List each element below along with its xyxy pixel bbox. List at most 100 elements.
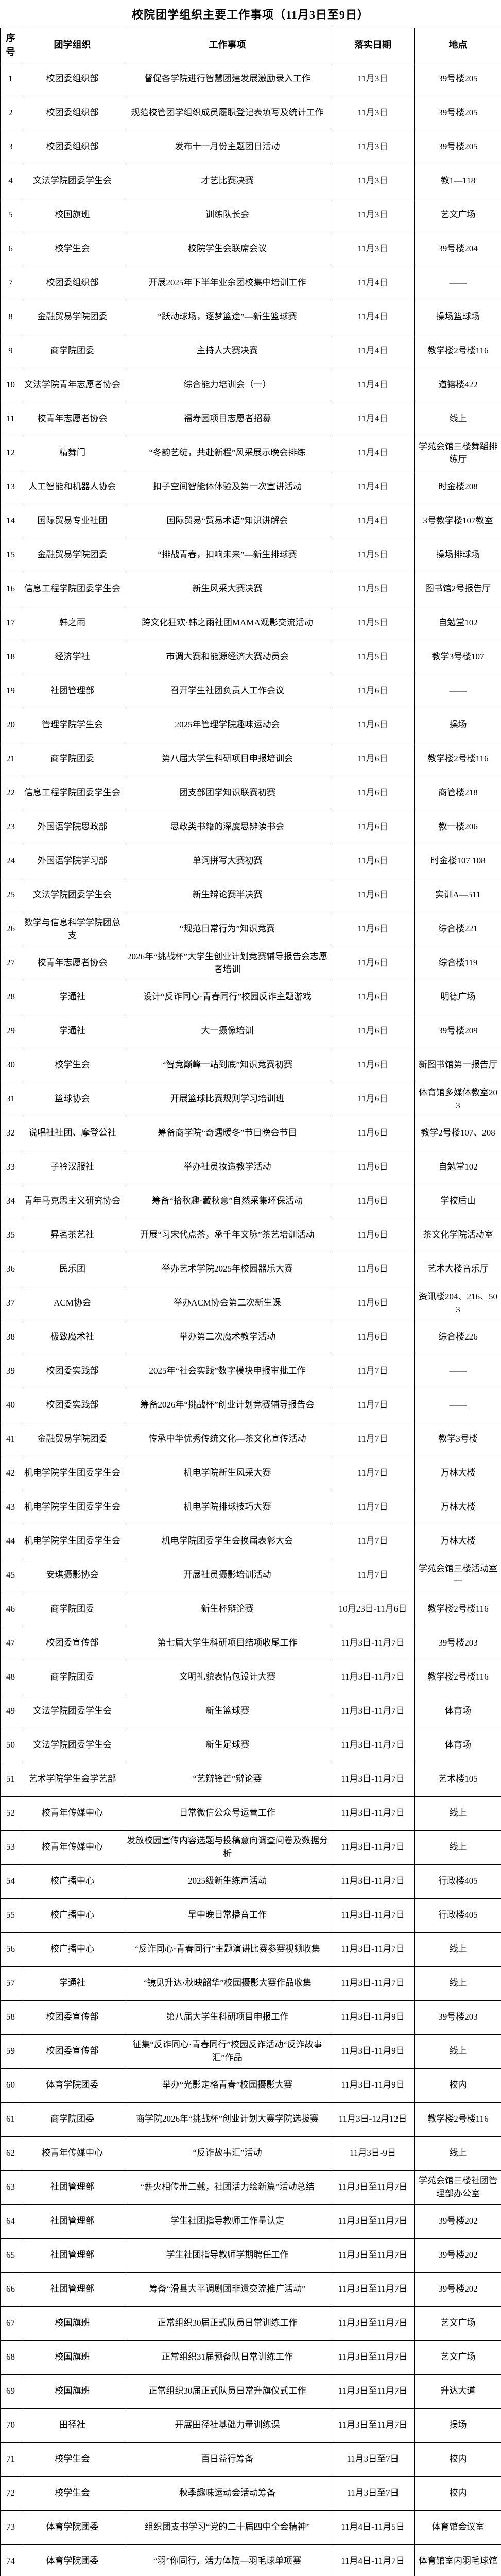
cell-date: 11月3日-11月7日 xyxy=(331,1660,415,1694)
cell-date: 11月4日 xyxy=(331,470,415,504)
table-row: 8 金融贸易学院团委 “跃动球场，逐梦篮途”—新生篮球赛 11月4日 操场篮球场 xyxy=(0,300,501,334)
cell-loc: 线上 xyxy=(414,1796,501,1831)
cell-loc: 体育馆会议室 xyxy=(414,2510,501,2545)
cell-date: 11月6日 xyxy=(331,1082,415,1116)
table-row: 21 商学院团委 第八届大学生科研项目申报培训会 11月6日 教学楼2号楼116 xyxy=(0,742,501,776)
cell-task: 2026年“挑战杯”大学生创业计划竞赛辅导报告会志愿者培训 xyxy=(124,946,331,980)
cell-task: 机电学院团委学生会换届表彰大会 xyxy=(124,1524,331,1558)
cell-no: 52 xyxy=(0,1796,21,1831)
cell-task: 思政类书籍的深度思辨读书会 xyxy=(124,810,331,844)
cell-no: 31 xyxy=(0,1082,21,1116)
cell-org: 艺术学院学生会学艺部 xyxy=(21,1762,124,1797)
cell-date: 11月6日 xyxy=(331,776,415,810)
cell-org: 商学院团委 xyxy=(21,334,124,368)
cell-no: 51 xyxy=(0,1762,21,1797)
cell-date: 11月4日 xyxy=(331,402,415,436)
cell-task: 开展社员摄影培训活动 xyxy=(124,1558,331,1592)
table-row: 54 校广播中心 2025级新生练声活动 11月3日-11月7日 行政楼405 xyxy=(0,1864,501,1899)
cell-no: 66 xyxy=(0,2272,21,2307)
cell-no: 5 xyxy=(0,198,21,232)
cell-loc: —— xyxy=(414,266,501,300)
cell-task: 机电学院新生风采大赛 xyxy=(124,1456,331,1490)
cell-task: 主持人大赛决赛 xyxy=(124,334,331,368)
cell-no: 56 xyxy=(0,1932,21,1967)
cell-no: 15 xyxy=(0,538,21,572)
table-row: 33 子衿汉服社 举办社员妆造教学活动 11月6日 自勉堂102 xyxy=(0,1150,501,1184)
cell-no: 23 xyxy=(0,810,21,844)
cell-loc: 体育场 xyxy=(414,1728,501,1762)
cell-loc: 39号楼204 xyxy=(414,232,501,266)
cell-loc: 艺术楼105 xyxy=(414,1762,501,1797)
cell-task: “镜见升达·秋映韶华”校园摄影大赛作品收集 xyxy=(124,1966,331,2001)
cell-loc: 39号楼202 xyxy=(414,2204,501,2239)
cell-no: 47 xyxy=(0,1626,21,1660)
cell-loc: 时金楼107 108 xyxy=(414,844,501,878)
cell-org: 校学生会 xyxy=(21,2476,124,2511)
cell-loc: 综合楼221 xyxy=(414,912,501,946)
table-row: 13 人工智能和机器人协会 扣子空间智能体体验及第一次宣讲活动 11月4日 时金楼208 xyxy=(0,470,501,504)
cell-task: 正常组织30届正式队员日常升旗仪式工作 xyxy=(124,2374,331,2409)
cell-date: 11月7日 xyxy=(331,1524,415,1558)
cell-no: 58 xyxy=(0,2000,21,2035)
cell-loc: 综合楼119 xyxy=(414,946,501,980)
cell-date: 11月4日 xyxy=(331,504,415,538)
table-row: 64 社团管理部 学生社团指导教师工作量认定 11月3日至11月7日 39号楼202 xyxy=(0,2204,501,2239)
cell-loc: 39号楼203 xyxy=(414,2000,501,2035)
cell-loc: 39号楼205 xyxy=(414,96,501,130)
cell-loc: 教学3号楼107 xyxy=(414,640,501,674)
cell-no: 49 xyxy=(0,1694,21,1728)
cell-org: 机电学院学生团委学生会 xyxy=(21,1456,124,1490)
cell-loc: 行政楼405 xyxy=(414,1864,501,1899)
table-row: 9 商学院团委 主持人大赛决赛 11月4日 教学楼2号楼116 xyxy=(0,334,501,368)
cell-loc: 教学楼2号楼116 xyxy=(414,1660,501,1694)
cell-no: 61 xyxy=(0,2102,21,2137)
cell-org: 校广播中心 xyxy=(21,1898,124,1933)
table-row: 51 艺术学院学生会学艺部 “艺辩锋芒”辩论赛 11月3日-11月7日 艺术楼105 xyxy=(0,1762,501,1797)
cell-no: 59 xyxy=(0,2034,21,2069)
cell-loc: 3号教学楼107教室 xyxy=(414,504,501,538)
cell-no: 69 xyxy=(0,2374,21,2409)
table-row: 73 体育学院团委 组织团支书学习“党的二十届四中全会精神” 11月4日-11月5日体… xyxy=(0,2510,501,2545)
cell-org: 体育学院团委 xyxy=(21,2068,124,2103)
table-row: 22 信息工程学院团委学生会 团支部团学知识联赛初赛 11月6日 商管楼218 xyxy=(0,776,501,810)
cell-loc: 综合楼226 xyxy=(414,1320,501,1354)
cell-org: 昇茗茶艺社 xyxy=(21,1218,124,1252)
cell-org: 子衿汉服社 xyxy=(21,1150,124,1184)
table-row: 34 青年马克思主义研究协会 筹备“拾秋趣·藏秋意”自然采集环保活动 11月6日 学校后… xyxy=(0,1184,501,1218)
cell-no: 46 xyxy=(0,1592,21,1626)
cell-task: 新生足球赛 xyxy=(124,1728,331,1762)
cell-loc: 教学楼2号楼116 xyxy=(414,2102,501,2137)
cell-date: 11月4日-11月5日 xyxy=(331,2510,415,2545)
cell-task: 学生社团指导教师学期聘任工作 xyxy=(124,2238,331,2273)
table-row: 65 社团管理部 学生社团指导教师学期聘任工作 11月3日至11月7日 39号楼202 xyxy=(0,2238,501,2273)
cell-date: 11月3日-11月7日 xyxy=(331,1626,415,1660)
cell-loc: 资讯楼204、216、503 xyxy=(414,1286,501,1320)
cell-no: 4 xyxy=(0,164,21,198)
cell-date: 11月4日 xyxy=(331,368,415,402)
cell-no: 43 xyxy=(0,1490,21,1524)
table-row: 61 商学院团委 商学院2026年“挑战杯”创业计划大赛学院选拔赛 11月3日-12月… xyxy=(0,2102,501,2137)
table-row: 23 外国语学院思政部 思政类书籍的深度思辨读书会 11月6日 教一楼206 xyxy=(0,810,501,844)
cell-date: 11月3日-11月7日 xyxy=(331,1898,415,1933)
header-cell-loc: 地点 xyxy=(414,28,501,62)
cell-org: 青年马克思主义研究协会 xyxy=(21,1184,124,1218)
cell-loc: —— xyxy=(414,1354,501,1388)
cell-org: 金融贸易学院团委 xyxy=(21,1422,124,1456)
cell-date: 11月3日-11月9日 xyxy=(331,2000,415,2035)
table-row: 25 文法学院团委学生会 新生辩论赛半决赛 11月6日 实训A—511 xyxy=(0,878,501,912)
cell-date: 11月6日 xyxy=(331,1150,415,1184)
cell-org: 文法学院青年志愿者协会 xyxy=(21,368,124,402)
cell-org: 文法学院团委学生会 xyxy=(21,1728,124,1762)
cell-no: 7 xyxy=(0,266,21,300)
cell-org: 校团委实践部 xyxy=(21,1354,124,1388)
cell-loc: 线上 xyxy=(414,1966,501,2001)
cell-loc: 教一楼206 xyxy=(414,810,501,844)
cell-no: 30 xyxy=(0,1048,21,1082)
table-row: 3 校团委组织部 发布十一月份主题团日活动 11月3日 39号楼205 xyxy=(0,130,501,164)
cell-loc: 自勉堂102 xyxy=(414,606,501,640)
cell-task: 综合能力培训会（一） xyxy=(124,368,331,402)
cell-org: 文法学院团委学生会 xyxy=(21,1694,124,1728)
cell-org: 极致魔术社 xyxy=(21,1320,124,1354)
header-cell-no: 序号 xyxy=(0,28,21,62)
